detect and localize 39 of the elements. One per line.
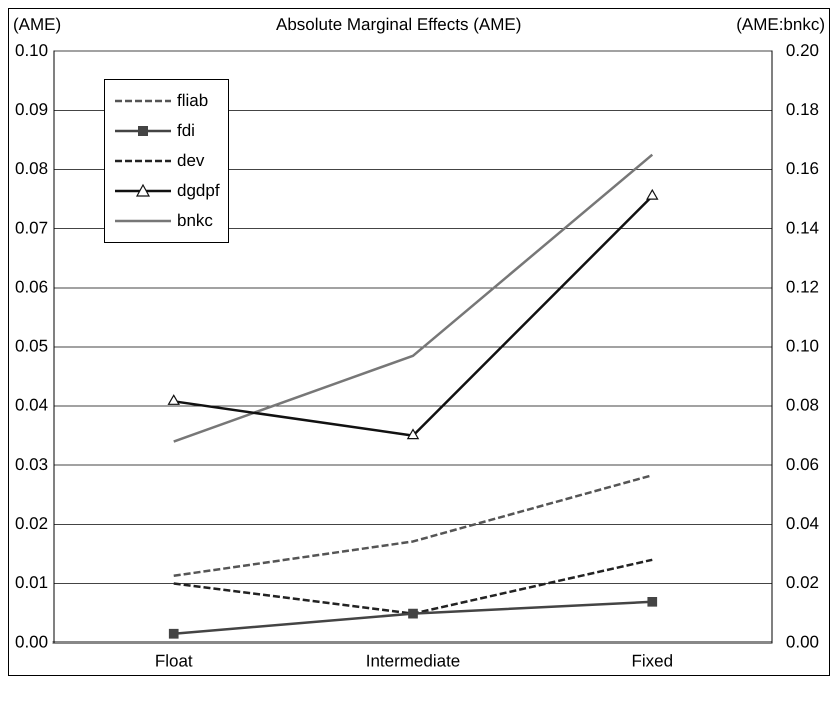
point [647, 596, 658, 607]
x-tick-label: Fixed [631, 651, 674, 670]
y-tick-label: 0.10 [14, 40, 48, 60]
legend-label: fdi [177, 120, 195, 142]
y-tick-label: 0.00 [14, 632, 48, 652]
point [407, 429, 419, 440]
y-tick-label: 0.05 [14, 336, 48, 356]
y2-tick-label: 0.12 [786, 277, 820, 296]
y-tick-label: 0.01 [14, 573, 48, 592]
y-tick-label: 0.08 [14, 159, 48, 178]
y-tick-label: 0.09 [14, 100, 48, 120]
y2-tick-label: 0.10 [786, 336, 820, 356]
legend-label: dev [177, 150, 204, 172]
legend-label: dgdpf [177, 180, 220, 202]
legend-label: fliab [177, 90, 208, 112]
point [168, 394, 180, 405]
point [408, 608, 418, 618]
y-tick-label: 0.06 [14, 277, 48, 296]
y2-tick-label: 0.16 [786, 159, 820, 178]
y2-tick-label: 0.02 [786, 573, 820, 592]
y2-tick-label: 0.18 [786, 100, 820, 120]
y-tick-label: 0.02 [14, 514, 48, 534]
y-tick-label: 0.04 [14, 396, 48, 415]
y2-tick-label: 0.20 [786, 40, 820, 60]
y-tick-label: 0.07 [14, 218, 48, 238]
legend-label: bnkc [177, 210, 213, 232]
y2-tick-label: 0.00 [786, 632, 820, 652]
y-axis-title: (AME) [13, 15, 62, 35]
chart-title: Absolute Marginal Effects (AME) [276, 15, 522, 35]
point [168, 628, 179, 639]
x-tick-label: Float [154, 651, 193, 670]
y-tick-label: 0.03 [14, 454, 48, 474]
y2-tick-label: 0.04 [786, 514, 820, 534]
y2-tick-label: 0.08 [786, 396, 820, 415]
y2-tick-label: 0.14 [786, 218, 820, 238]
x-tick-label: Intermediate [366, 651, 460, 670]
y2-tick-label: 0.06 [786, 454, 820, 474]
point [646, 189, 658, 200]
y2-axis-title: (AME:bnkc) [736, 15, 825, 35]
